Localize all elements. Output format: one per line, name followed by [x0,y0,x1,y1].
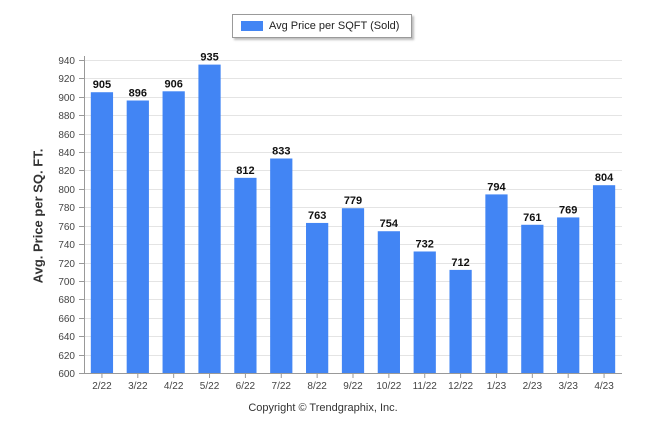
bar [377,231,400,373]
y-tick-label: 780 [58,203,75,214]
y-tick-label: 820 [58,166,75,177]
x-tick-label: 1/23 [487,381,507,392]
y-tick-label: 760 [58,222,75,233]
x-tick-label: 11/22 [413,381,438,392]
x-tick-label: 6/22 [236,381,256,392]
bar [521,224,544,373]
bar [557,217,580,373]
bar [162,91,185,374]
y-axis-label: Avg. Price per SQ. FT. [30,148,46,284]
bar-value-label: 794 [487,181,506,193]
bar-value-label: 812 [236,165,254,177]
bar [90,92,114,374]
bar-value-label: 712 [451,257,469,269]
copyright-footer: Copyright © Trendgraphix, Inc. [248,402,398,414]
bar-value-label: 905 [93,79,111,91]
legend-swatch [241,21,263,31]
bar-value-label: 754 [380,218,399,230]
bar-value-label: 804 [595,172,614,184]
bar [270,158,293,373]
bar-value-label: 906 [164,78,182,90]
x-tick-label: 5/22 [200,381,220,392]
x-tick-label: 2/23 [523,381,543,392]
y-tick-label: 700 [58,277,75,288]
x-tick-label: 8/22 [307,381,327,392]
x-tick-label: 4/23 [594,381,614,392]
bar-value-label: 763 [308,210,326,222]
y-tick-label: 900 [58,93,75,104]
x-tick-label: 12/22 [448,381,473,392]
bar-value-label: 833 [272,146,290,158]
y-tick-label: 920 [58,74,75,85]
bar [592,185,616,373]
bar [198,64,221,374]
bar [449,269,472,373]
y-tick-label: 680 [58,295,75,306]
y-tick-label: 800 [58,185,75,196]
legend-label: Avg Price per SQFT (Sold) [269,20,400,32]
y-tick-label: 940 [58,56,75,67]
y-tick-label: 840 [58,148,75,159]
x-tick-label: 7/22 [272,381,292,392]
x-tick-label: 3/23 [558,381,578,392]
bar [234,177,257,373]
bar [413,251,436,373]
bar-value-label: 896 [129,88,147,100]
x-tick-label: 9/22 [343,381,363,392]
bar-value-label: 761 [523,212,541,224]
y-tick-label: 740 [58,240,75,251]
bar-value-label: 779 [344,195,362,207]
bar [126,100,149,373]
x-tick-label: 10/22 [376,381,401,392]
bar [306,222,329,373]
y-tick-label: 660 [58,314,75,325]
y-tick-label: 620 [58,351,75,362]
bar-value-label: 732 [416,238,434,250]
x-tick-label: 2/22 [92,381,112,392]
bar [341,208,365,373]
x-tick-label: 4/22 [164,381,184,392]
y-tick-label: 860 [58,130,75,141]
bar-value-label: 769 [559,204,577,216]
bar [485,194,508,373]
bar-value-label: 935 [200,52,218,64]
y-tick-label: 880 [58,111,75,122]
legend: Avg Price per SQFT (Sold) [232,14,412,38]
y-tick-label: 640 [58,332,75,343]
y-tick-label: 720 [58,259,75,270]
x-tick-label: 3/22 [128,381,148,392]
y-tick-label: 600 [58,369,75,380]
